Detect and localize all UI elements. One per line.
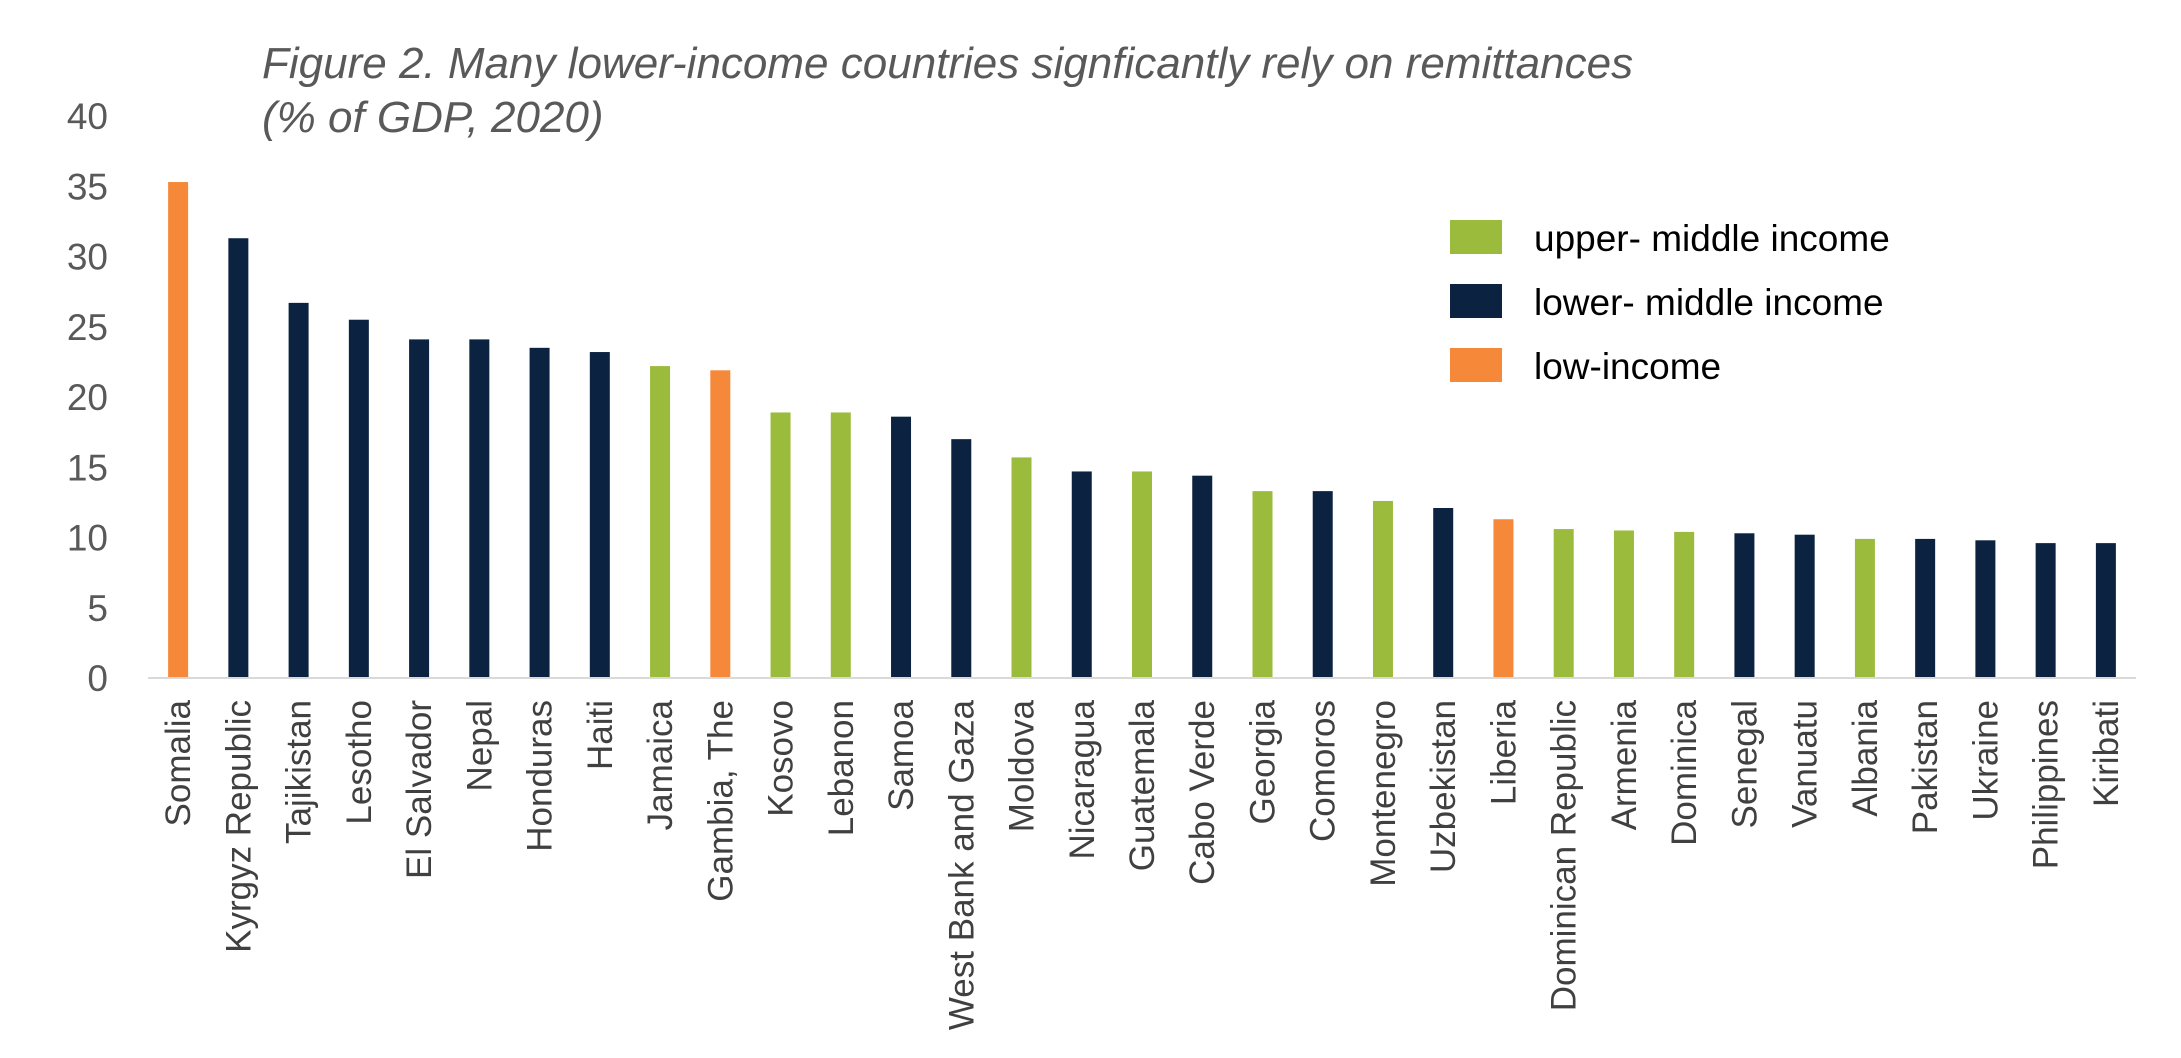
legend-label: upper- middle income [1534, 218, 1890, 259]
x-tick-label: Montenegro [1364, 700, 1403, 887]
chart-subtitle: (% of GDP, 2020) [262, 93, 604, 142]
bar [1613, 530, 1634, 678]
bar [228, 238, 249, 679]
y-tick-label: 35 [67, 166, 108, 207]
bar [830, 412, 851, 678]
bar [1493, 519, 1514, 678]
x-tick-label: Lesotho [340, 700, 379, 825]
bar [770, 412, 791, 678]
bar [1854, 538, 1875, 678]
x-tick-label: Georgia [1243, 699, 1282, 824]
x-tick-label: Ukraine [1966, 700, 2005, 821]
x-tick-label: Philippines [2027, 700, 2066, 869]
bar [529, 347, 550, 678]
y-axis-ticks: 0 5 10 15 20 25 30 35 40 [67, 96, 108, 699]
bar [1252, 491, 1273, 678]
bar [469, 339, 490, 678]
bar [710, 370, 731, 678]
y-tick-label: 0 [87, 658, 108, 699]
x-tick-label: Guatemala [1123, 699, 1162, 871]
bar [288, 302, 309, 678]
bars [168, 182, 2116, 679]
x-tick-label: Albania [1846, 699, 1885, 816]
x-tick-label: Uzbekistan [1424, 700, 1463, 873]
x-tick-label: Kiribati [2087, 700, 2126, 807]
bar [650, 366, 671, 678]
bar [1312, 491, 1333, 678]
y-tick-label: 5 [87, 588, 108, 629]
bar [1915, 538, 1936, 678]
bar [1553, 529, 1574, 678]
x-tick-label: Honduras [521, 700, 560, 852]
bar [2095, 543, 2116, 678]
bar [1674, 531, 1695, 678]
x-tick-label: Comoros [1304, 700, 1343, 842]
bar [168, 182, 189, 678]
bar [1794, 534, 1815, 678]
bar [1975, 540, 1996, 678]
x-tick-label: Lebanon [822, 700, 861, 836]
bar [589, 352, 610, 678]
x-tick-label: Dominica [1665, 699, 1704, 845]
x-tick-label: Armenia [1605, 699, 1644, 830]
x-tick-label: Gambia, The [701, 700, 740, 902]
x-tick-label: Kyrgyz Republic [219, 700, 258, 953]
bar [1734, 533, 1755, 678]
x-tick-label: Vanuatu [1786, 700, 1825, 828]
x-tick-label: Samoa [882, 699, 921, 810]
y-tick-label: 40 [67, 96, 108, 137]
legend-swatch [1450, 348, 1502, 382]
bar [951, 439, 972, 678]
y-tick-label: 10 [67, 518, 108, 559]
legend-label: lower- middle income [1534, 282, 1884, 323]
bar [348, 319, 369, 678]
x-tick-label: Cabo Verde [1183, 700, 1222, 885]
bar [1071, 471, 1092, 678]
y-tick-label: 25 [67, 307, 108, 348]
x-tick-label: El Salvador [400, 700, 439, 879]
bar [1433, 507, 1454, 678]
bar [1192, 475, 1213, 678]
x-tick-label: Senegal [1725, 700, 1764, 828]
legend: upper- middle income lower- middle income… [1450, 218, 1890, 387]
legend-swatch [1450, 220, 1502, 254]
bar [891, 416, 912, 678]
x-tick-label: Somalia [159, 699, 198, 826]
x-tick-label: Nicaragua [1063, 699, 1102, 859]
x-tick-label: Pakistan [1906, 700, 1945, 834]
chart-title: Figure 2. Many lower-income countries si… [262, 39, 1633, 88]
x-tick-label: Dominican Republic [1545, 700, 1584, 1011]
x-tick-label: Jamaica [641, 699, 680, 830]
y-tick-label: 15 [67, 447, 108, 488]
y-tick-label: 30 [67, 237, 108, 278]
x-tick-label: Haiti [581, 700, 620, 770]
x-tick-label: Liberia [1484, 699, 1523, 805]
bar [1372, 500, 1393, 678]
x-axis-ticks: Somalia Kyrgyz Republic Tajikistan Lesotho E… [159, 699, 2126, 1030]
x-tick-label: Tajikistan [280, 700, 319, 844]
bar [1011, 457, 1032, 678]
legend-swatch [1450, 284, 1502, 318]
bar [409, 339, 430, 678]
legend-label: low-income [1534, 346, 1721, 387]
bar [1132, 471, 1152, 678]
x-tick-label: Moldova [1003, 699, 1042, 832]
x-tick-label: West Bank and Gaza [942, 699, 981, 1030]
y-tick-label: 20 [67, 377, 108, 418]
x-tick-label: Nepal [460, 700, 499, 791]
x-tick-label: Kosovo [762, 700, 801, 817]
bar [2035, 543, 2056, 678]
